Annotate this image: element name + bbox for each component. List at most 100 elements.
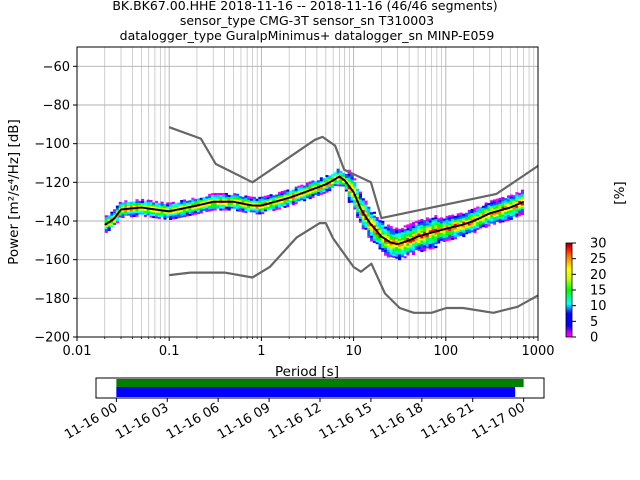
heatmap-cell <box>238 198 242 201</box>
heatmap-cell <box>361 200 365 203</box>
heatmap-cell <box>392 240 396 243</box>
heatmap-cell <box>146 203 150 206</box>
heatmap-cell <box>462 215 466 218</box>
heatmap-cell <box>121 214 125 217</box>
heatmap-cell <box>174 207 178 210</box>
heatmap-cell <box>381 224 385 227</box>
heatmap-cell <box>261 206 265 209</box>
heatmap-cell <box>420 226 424 229</box>
heatmap-cell <box>428 222 432 225</box>
heatmap-cell <box>188 202 192 205</box>
heatmap-cell <box>417 231 421 234</box>
heatmap-cell <box>442 220 446 223</box>
heatmap-cell <box>227 206 231 209</box>
heatmap-cell <box>498 199 502 202</box>
heatmap-cell <box>515 213 519 216</box>
heatmap-cell <box>132 205 136 208</box>
heatmap-cell <box>417 229 421 232</box>
heatmap-cell <box>453 227 457 230</box>
heatmap-cell <box>350 177 354 180</box>
heatmap-cell <box>414 238 418 241</box>
heatmap-cell <box>308 195 312 198</box>
heatmap-cell <box>330 174 335 177</box>
heatmap-cell <box>160 207 164 210</box>
heatmap-cell <box>129 201 133 204</box>
heatmap-cell <box>423 227 427 230</box>
heatmap-cell <box>504 203 508 207</box>
heatmap-cell <box>350 186 354 190</box>
heatmap-cell <box>199 209 203 212</box>
heatmap-cell <box>305 192 309 195</box>
heatmap-cell <box>498 221 502 224</box>
heatmap-cell <box>403 236 407 240</box>
heatmap-cell <box>495 198 499 201</box>
y-axis-ticks: −200 −180 −160 −140 −120 −100 −80 −60 <box>34 60 77 346</box>
heatmap-cell <box>479 222 483 225</box>
heatmap-cell <box>411 243 416 246</box>
heatmap-cell <box>266 200 270 203</box>
heatmap-cell <box>132 203 136 206</box>
heatmap-cell <box>395 246 399 249</box>
heatmap-cell <box>174 205 178 208</box>
heatmap-cell <box>490 209 494 212</box>
heatmap-cell <box>425 236 430 239</box>
heatmap-cell <box>249 202 254 205</box>
heatmap-cell <box>487 218 491 221</box>
heatmap-cell <box>389 237 393 240</box>
heatmap-cell <box>107 226 111 230</box>
heatmap-cell <box>501 212 505 215</box>
heatmap-cell <box>300 190 304 193</box>
heatmap-cell <box>434 236 438 239</box>
heatmap-cell <box>370 212 374 215</box>
heatmap-cell <box>492 220 497 223</box>
heatmap-cell <box>492 209 497 212</box>
heatmap-cell <box>194 206 198 209</box>
heatmap-cell <box>425 242 430 245</box>
heatmap-cell <box>308 183 312 186</box>
heatmap-cell <box>283 201 287 205</box>
heatmap-cell <box>216 202 220 205</box>
heatmap-cell <box>196 200 201 203</box>
heatmap-cell <box>420 230 424 233</box>
heatmap-cell <box>107 215 111 218</box>
heatmap-cell <box>283 194 287 197</box>
heatmap-cell <box>289 190 293 193</box>
heatmap-cell <box>168 213 173 217</box>
heatmap-cell <box>411 222 416 225</box>
heatmap-cell <box>261 208 265 211</box>
heatmap-cell <box>115 217 120 220</box>
heatmap-cell <box>389 231 393 234</box>
heatmap-cell <box>428 241 432 244</box>
heatmap-cell <box>132 209 136 212</box>
heatmap-cell <box>141 200 145 203</box>
heatmap-cell <box>456 217 460 220</box>
heatmap-cell <box>286 189 290 192</box>
heatmap-cell <box>425 228 430 232</box>
heatmap-cell <box>227 202 231 205</box>
heatmap-cell <box>406 245 410 248</box>
heatmap-cell <box>495 212 499 215</box>
heatmap-cell <box>470 222 474 225</box>
heatmap-cell <box>420 244 424 247</box>
heatmap-cell <box>333 182 337 185</box>
heatmap-cell <box>146 199 150 202</box>
heatmap-cell <box>166 206 170 209</box>
heatmap-cell <box>155 210 159 213</box>
heatmap-cell <box>389 235 393 238</box>
heatmap-cell <box>425 225 430 228</box>
heatmap-cell <box>180 213 184 216</box>
heatmap-cell <box>358 220 363 223</box>
heatmap-cell <box>409 240 413 243</box>
heatmap-cell <box>141 198 145 202</box>
heatmap-cell <box>392 244 396 247</box>
heatmap-cell <box>330 181 335 184</box>
heatmap-cell <box>490 204 494 207</box>
heatmap-cell <box>157 203 161 206</box>
heatmap-cell <box>428 237 432 240</box>
heatmap-cell <box>411 235 416 238</box>
heatmap-cell <box>143 203 147 206</box>
heatmap-cell <box>115 221 120 224</box>
heatmap-cell <box>448 222 452 226</box>
heatmap-cell <box>467 213 471 216</box>
heatmap-cell <box>107 225 111 228</box>
